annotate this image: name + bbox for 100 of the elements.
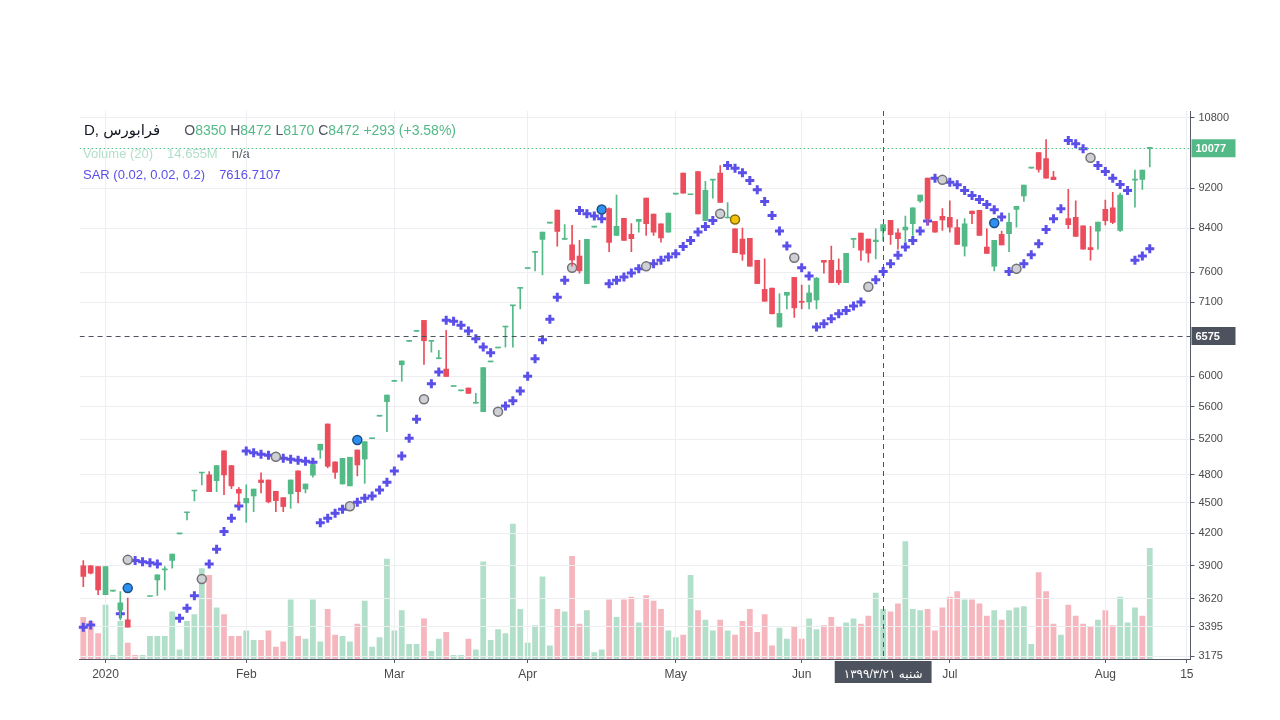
bar xyxy=(1146,547,1153,659)
bar xyxy=(658,608,664,659)
bar xyxy=(1006,610,1012,659)
bar xyxy=(554,608,561,659)
candlestick xyxy=(969,210,975,224)
bar xyxy=(843,622,850,659)
bar xyxy=(347,641,353,659)
point xyxy=(714,208,726,220)
candlestick xyxy=(635,219,642,233)
bar xyxy=(606,599,613,659)
candlestick xyxy=(561,224,568,240)
bar xyxy=(680,634,687,659)
bar xyxy=(1095,619,1101,659)
x-tick-label: Feb xyxy=(235,666,257,681)
bar xyxy=(1058,634,1064,659)
bar xyxy=(198,568,205,659)
bar xyxy=(635,622,642,659)
bar xyxy=(546,645,553,659)
y-tick-label: 4800 xyxy=(1198,467,1223,480)
x-tick-label: May xyxy=(664,666,688,681)
point xyxy=(492,406,504,417)
bar xyxy=(295,635,301,659)
candlestick xyxy=(236,487,242,506)
y-tick-label: 3620 xyxy=(1198,591,1223,604)
bar xyxy=(665,630,672,659)
bar xyxy=(895,603,901,659)
y-tick-label: 5600 xyxy=(1198,399,1223,412)
bar xyxy=(1117,596,1124,659)
y-tick-label: 7600 xyxy=(1198,265,1223,278)
text: Volume (20) xyxy=(83,145,154,163)
bar xyxy=(1139,615,1146,659)
point xyxy=(1085,152,1096,164)
candlestick xyxy=(532,251,538,272)
annotation: 7616.7107 xyxy=(219,166,281,184)
candlestick xyxy=(872,228,879,260)
y-tick-label: 4200 xyxy=(1198,526,1223,539)
y-tick-label: 3395 xyxy=(1198,619,1223,632)
bar xyxy=(998,619,1005,659)
bar xyxy=(961,599,968,659)
bar xyxy=(695,610,701,659)
y-tick-label: 3900 xyxy=(1198,558,1223,571)
bar xyxy=(435,638,442,659)
candlestick xyxy=(784,292,790,310)
ref-line-label: 6575 xyxy=(1195,329,1220,342)
candlestick xyxy=(384,394,390,433)
y-tick-label: 7100 xyxy=(1198,295,1223,308)
text: SAR (0.02, 0.02, 0.2) xyxy=(83,166,206,184)
text: D, فرابورس xyxy=(84,121,161,139)
y-tick-label: 10800 xyxy=(1198,110,1230,123)
bar xyxy=(235,635,242,659)
y-tick-label: 6000 xyxy=(1198,369,1223,382)
point xyxy=(196,573,208,585)
point xyxy=(937,174,948,186)
point xyxy=(988,217,1000,229)
candlestick xyxy=(398,360,405,382)
bar xyxy=(1109,625,1116,659)
candlestick xyxy=(243,484,250,523)
bar xyxy=(709,630,716,659)
bar xyxy=(443,631,450,659)
bar xyxy=(354,623,361,659)
candlestick xyxy=(517,287,524,310)
point xyxy=(640,261,652,272)
point xyxy=(789,252,800,264)
bar xyxy=(421,618,427,659)
bar xyxy=(932,630,938,659)
point xyxy=(566,262,578,274)
x-tick-label: Apr xyxy=(518,666,538,681)
candlestick xyxy=(510,304,516,348)
bar xyxy=(561,611,568,659)
x-tick-label: شنبه ۱۳۹۹/۳/۲۱ xyxy=(843,666,923,681)
bar xyxy=(221,614,227,659)
candlestick xyxy=(984,228,990,254)
point xyxy=(596,204,607,215)
annotation: 14.655M xyxy=(167,145,218,163)
point xyxy=(122,554,133,566)
x-tick-label: Mar xyxy=(384,666,405,681)
bar xyxy=(724,630,731,659)
candlestick xyxy=(798,284,805,310)
point xyxy=(344,501,356,512)
point xyxy=(729,214,741,225)
y-tick-label: 9200 xyxy=(1198,181,1223,194)
point xyxy=(352,434,363,446)
point xyxy=(418,394,430,405)
y-tick-label: 8400 xyxy=(1198,221,1223,234)
bar xyxy=(783,638,790,659)
point xyxy=(122,582,133,594)
point xyxy=(1011,263,1022,275)
bar xyxy=(806,618,812,659)
y-tick-label: 3175 xyxy=(1198,649,1223,662)
x-tick-label: 2020 xyxy=(92,666,120,681)
candlestick xyxy=(1065,189,1072,230)
ref-line-label: 10077 xyxy=(1195,141,1227,154)
bar xyxy=(835,626,842,659)
x-tick-label: Jul xyxy=(942,666,958,681)
x-tick-label: 15 xyxy=(1180,666,1194,681)
bar xyxy=(569,556,575,659)
bar xyxy=(983,615,990,659)
annotation: O8350 H8472 L8170 C8472 +293 (+3.58%) xyxy=(184,122,456,138)
point xyxy=(863,281,874,292)
candlestick xyxy=(435,350,442,360)
